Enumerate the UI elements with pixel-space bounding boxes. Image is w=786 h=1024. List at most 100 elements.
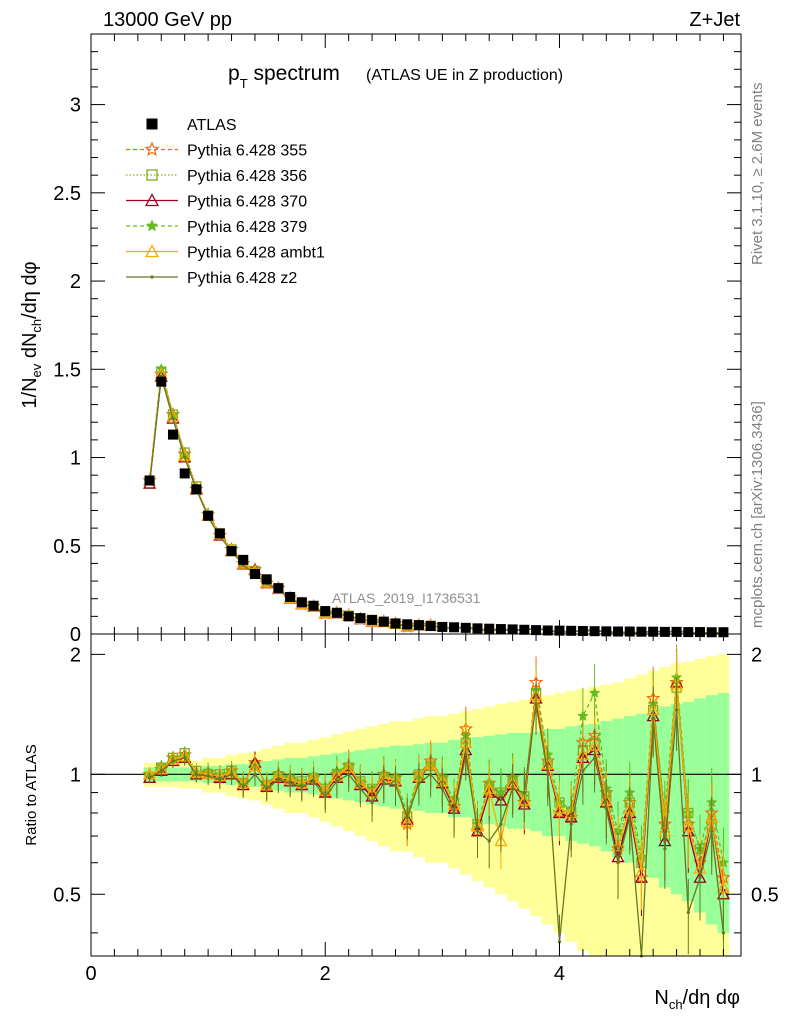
ratio-series-point: [557, 940, 562, 944]
ratio-series-line: [149, 677, 725, 863]
atlas-data-point: [367, 614, 378, 625]
ratio-series-point: [522, 790, 526, 795]
energy-label: 13000 GeV pp: [103, 9, 232, 31]
ratio-series-point: [593, 756, 597, 760]
axes: 00.511.522.530 2 40.5 0.51 12 2: [53, 33, 779, 985]
atlas-data-point: [355, 613, 366, 624]
atlas-data-point: [273, 583, 284, 594]
ratio-series-point: [581, 769, 585, 773]
atlas-data-point: [542, 625, 553, 636]
ratio-series-point: [300, 785, 304, 789]
atlas-data-point: [706, 627, 717, 638]
legend-marker: [144, 141, 160, 157]
atlas-data-point: [308, 600, 319, 611]
legend-label: Pythia 6.428 370: [187, 194, 307, 211]
ratio-series-point: [405, 815, 409, 819]
main-ytick-label: 0.5: [53, 536, 81, 558]
ratio-ytick-label-right: 2: [751, 644, 762, 666]
band-inner-bin: [670, 704, 683, 895]
ratio-series-point: [288, 781, 292, 785]
atlas-data-point: [249, 569, 260, 579]
atlas-data-point: [191, 484, 202, 495]
ratio-ylabel: Ratio to ATLAS: [23, 744, 40, 845]
ratio-series-point: [253, 772, 257, 776]
ratio-series-point: [241, 785, 245, 789]
atlas-data-point: [390, 618, 401, 629]
ratio-series-point: [616, 861, 620, 865]
xtick-label: 0: [85, 963, 96, 985]
ratio-series-point: [382, 781, 386, 785]
band-inner-bin: [717, 692, 730, 933]
ratio-series-point: [218, 778, 222, 782]
atlas-data-point: [343, 611, 354, 622]
atlas-data-point: [156, 376, 167, 387]
main-ylabel: 1/Nev dNch/dη dφ: [19, 261, 44, 408]
atlas-data-point: [413, 620, 424, 631]
atlas-data-point: [167, 429, 178, 440]
ratio-series-point: [194, 772, 199, 776]
ratio-series-point: [546, 772, 550, 776]
band-inner-bin: [612, 718, 624, 858]
atlas-data-point: [144, 475, 155, 486]
ratio-series-point: [716, 880, 731, 893]
atlas-data-point: [437, 621, 448, 632]
atlas-data-point: [378, 616, 389, 627]
legend-marker: [146, 169, 158, 181]
ratio-series-point: [482, 781, 496, 794]
plot-title-sub: T: [240, 76, 248, 91]
ratio-ytick-label-right: 0.5: [751, 884, 779, 906]
legend-marker: [145, 219, 159, 232]
ratio-ytick-label: 2: [70, 644, 81, 666]
ratio-series-point: [358, 787, 362, 791]
atlas-data-point: [226, 546, 237, 557]
atlas-data-point: [425, 621, 436, 632]
ratio-series-point: [183, 756, 187, 760]
legend-marker: [144, 193, 160, 207]
legend-label: ATLAS: [187, 117, 237, 134]
ratio-series-point: [511, 787, 515, 791]
ratio-series-point: [370, 800, 374, 805]
main-series-point: [178, 448, 192, 461]
band-inner-bin: [471, 737, 484, 822]
ratio-ytick-label-right: 1: [751, 764, 762, 786]
plot-title-paren: (ATLAS UE in Z production): [366, 67, 563, 84]
main-ytick-label: 2: [70, 271, 81, 293]
band-inner-bin: [694, 698, 706, 913]
xtick-label: 4: [554, 963, 565, 985]
ratio-series-point: [634, 864, 649, 877]
ratio-series-point: [499, 822, 503, 826]
atlas-data-point: [331, 607, 342, 618]
xtick-label: 2: [320, 963, 331, 985]
band-inner-bin: [530, 731, 542, 832]
ratio-ytick-label: 1: [70, 764, 81, 786]
ratio-series-point: [171, 759, 175, 763]
main-ytick-label: 1.5: [53, 359, 81, 381]
ratio-series-point: [147, 776, 152, 780]
atlas-data-point: [566, 625, 577, 636]
atlas-data-point: [203, 510, 214, 521]
ratio-series-point: [487, 839, 491, 843]
ratio-series-point: [569, 822, 573, 826]
legend-label: Pythia 6.428 379: [187, 219, 307, 236]
ratio-series-point: [229, 772, 234, 776]
ratio-series-point: [628, 815, 632, 819]
main-series-point: [171, 417, 175, 421]
legend-marker: [144, 244, 160, 258]
ratio-series-point: [393, 783, 398, 787]
atlas-data-point: [636, 626, 647, 637]
band-inner-bin: [635, 713, 648, 869]
ratio-series-point: [577, 709, 589, 722]
ratio-series-point: [534, 702, 538, 706]
atlas-data-point: [519, 624, 530, 635]
main-ytick-label: 2.5: [53, 183, 81, 205]
atlas-data-point: [659, 626, 670, 637]
ratio-series-point: [495, 786, 507, 798]
legend: ATLAS Pythia 6.428 355 Pythia 6.428 356 Pyt…: [126, 117, 325, 287]
ratio-series-point: [698, 876, 702, 880]
plot-title-main: p: [228, 62, 240, 85]
ratio-series-point: [674, 708, 679, 712]
legend-marker: [150, 275, 154, 279]
atlas-data-point: [214, 528, 225, 539]
legend-label: Pythia 6.428 356: [187, 168, 307, 185]
main-series-point: [166, 409, 180, 422]
